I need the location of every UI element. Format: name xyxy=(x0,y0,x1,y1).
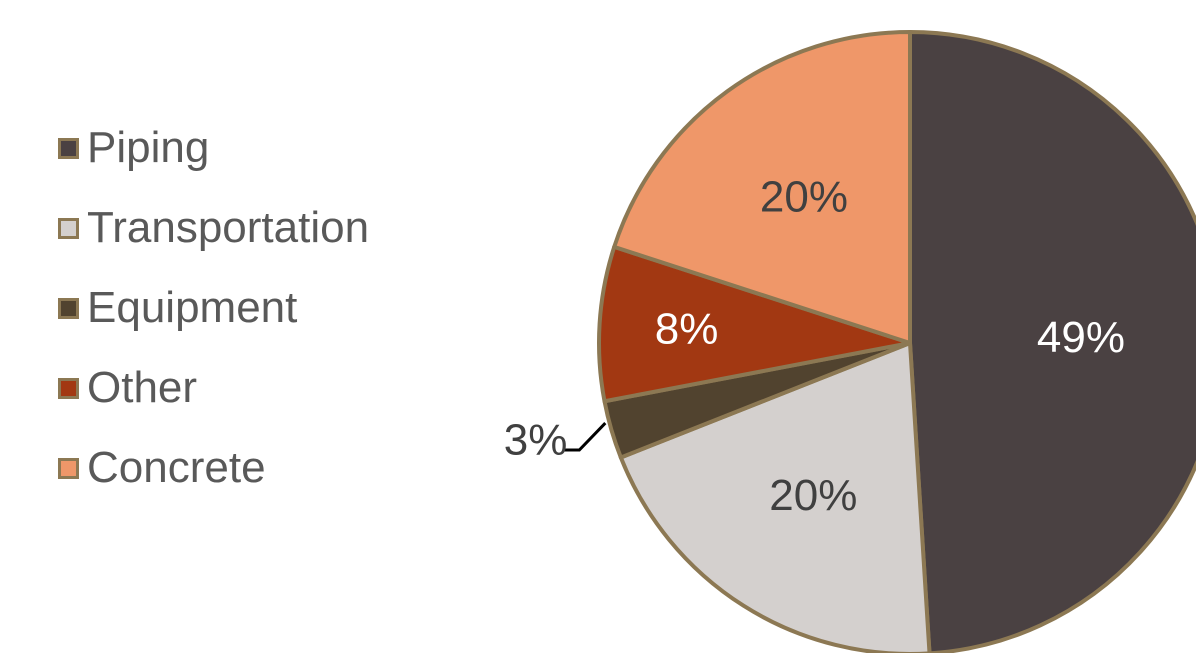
data-label-concrete: 20% xyxy=(760,173,848,222)
legend-label-piping: Piping xyxy=(87,123,210,172)
legend: Piping Transportation Equipment Other Co… xyxy=(58,108,369,508)
pie-slice-piping xyxy=(908,30,1196,653)
legend-item-equipment: Equipment xyxy=(58,268,369,348)
legend-label-equipment: Equipment xyxy=(87,283,298,332)
legend-swatch-piping xyxy=(58,137,79,159)
legend-label-transportation: Transportation xyxy=(87,203,370,252)
leader-line-equipment xyxy=(563,421,607,452)
legend-item-concrete: Concrete xyxy=(58,428,369,508)
legend-label-concrete: Concrete xyxy=(87,443,266,492)
data-label-transportation: 20% xyxy=(769,471,857,520)
legend-swatch-transportation xyxy=(58,217,79,239)
legend-swatch-equipment xyxy=(58,297,79,319)
pie-slice-other xyxy=(597,244,912,404)
legend-item-transportation: Transportation xyxy=(58,188,369,268)
data-label-equipment: 3% xyxy=(504,416,568,465)
legend-item-piping: Piping xyxy=(58,108,369,188)
legend-swatch-concrete xyxy=(58,457,79,479)
data-label-piping: 49% xyxy=(1037,313,1125,362)
data-label-other: 8% xyxy=(655,304,719,353)
legend-item-other: Other xyxy=(58,348,369,428)
pie-slice-concrete xyxy=(612,30,912,345)
legend-label-other: Other xyxy=(87,363,198,412)
legend-swatch-other xyxy=(58,377,79,399)
